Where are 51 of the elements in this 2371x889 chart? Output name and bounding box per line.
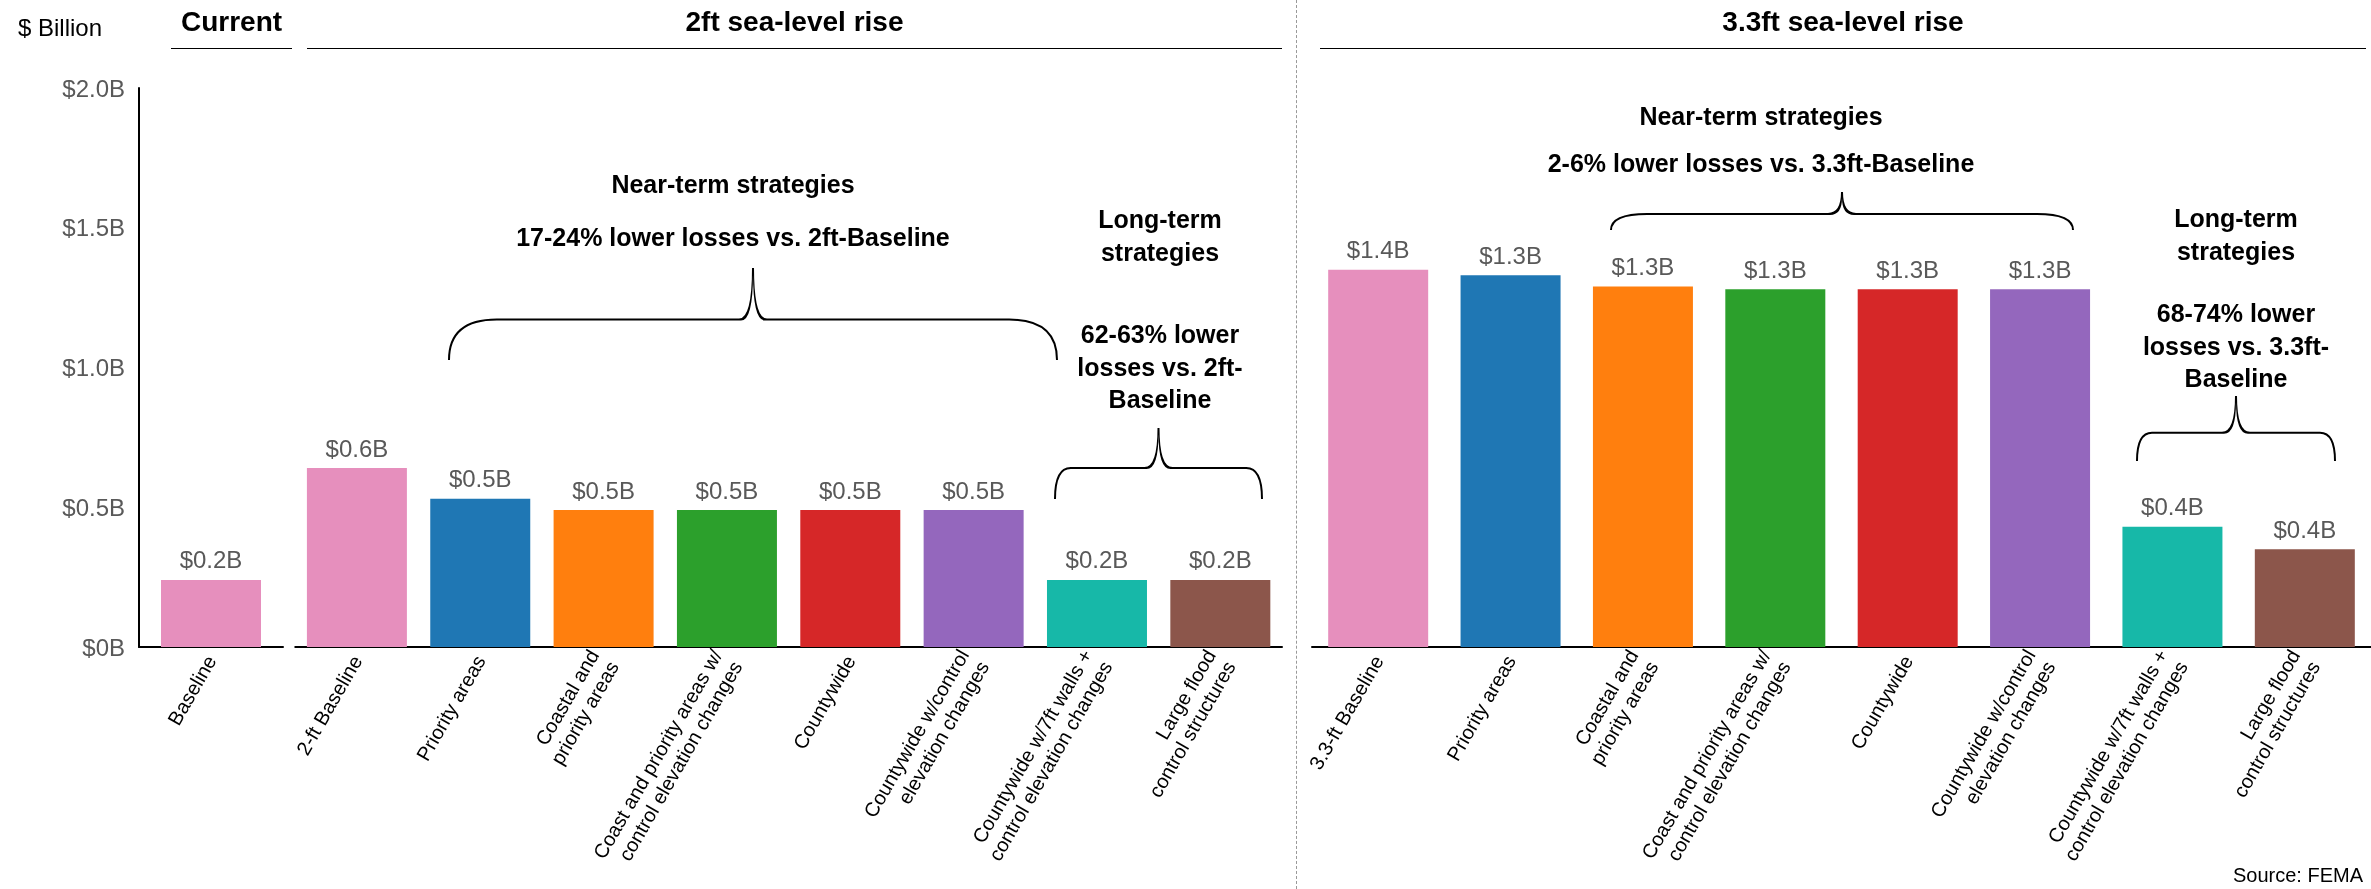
y-tick-label: $0B	[82, 633, 125, 661]
data-label: $0.5B	[572, 476, 635, 504]
data-label: $0.4B	[2273, 515, 2337, 543]
bar	[1460, 275, 1561, 647]
annotation: Near-term strategies	[1638, 101, 1884, 132]
source-note: Source: FEMA	[2232, 864, 2363, 887]
data-label: $0.5B	[695, 476, 759, 504]
data-label: $1.4B	[1346, 236, 1410, 264]
annotation: Near-term strategies	[610, 169, 856, 200]
data-label: $1.3B	[1611, 252, 1675, 280]
data-label: $0.5B	[448, 465, 512, 493]
y-tick-label: $0.5B	[62, 493, 125, 521]
chart-title: 2ft sea-level rise	[307, 6, 1282, 49]
data-label: $0.2B	[1065, 546, 1129, 574]
data-label: $1.3B	[2008, 255, 2072, 283]
annotation: 62-63% lower losses vs. 2ft-Baseline	[1076, 319, 1244, 415]
data-label: $0.2B	[179, 546, 243, 574]
chart-title: Current	[171, 6, 292, 49]
bar	[1990, 289, 2091, 647]
data-label: $0.2B	[1188, 546, 1252, 574]
data-label: $1.3B	[1876, 255, 1940, 283]
bar	[306, 468, 407, 647]
data-label: $1.3B	[1479, 241, 1542, 269]
data-label: $0.5B	[942, 476, 1005, 504]
annotation: 68-74% lower losses vs. 3.3ft-Baseline	[2141, 298, 2331, 394]
bar	[430, 498, 531, 647]
y-axis-title: $ Billion	[18, 14, 103, 42]
y-tick-label: $2.0B	[62, 74, 125, 102]
bar	[676, 510, 777, 647]
data-label: $0.4B	[2141, 493, 2204, 521]
bar	[1328, 269, 1429, 647]
bar	[2122, 526, 2223, 647]
annotation: 2-6% lower losses vs. 3.3ft-Baseline	[1546, 148, 1976, 179]
y-tick-label: $1.5B	[62, 214, 125, 242]
bar	[1725, 289, 1826, 647]
annotation: Long-term strategies	[1097, 204, 1223, 268]
bar	[800, 510, 901, 647]
annotation: 17-24% lower losses vs. 2ft-Baseline	[515, 222, 951, 253]
data-label: $0.6B	[325, 434, 389, 462]
bar	[1046, 579, 1147, 647]
data-label: $1.3B	[1743, 255, 1807, 283]
data-label: $0.5B	[818, 476, 882, 504]
y-tick-label: $1.0B	[62, 354, 125, 381]
bar	[923, 510, 1024, 647]
annotation: Long-term strategies	[2173, 203, 2299, 267]
bar	[1592, 286, 1693, 647]
bar	[2254, 549, 2355, 647]
bar	[1857, 289, 1958, 647]
bar	[1170, 579, 1271, 647]
chart-title: 3.3ft sea-level rise	[1320, 6, 2366, 49]
bar	[553, 510, 654, 647]
